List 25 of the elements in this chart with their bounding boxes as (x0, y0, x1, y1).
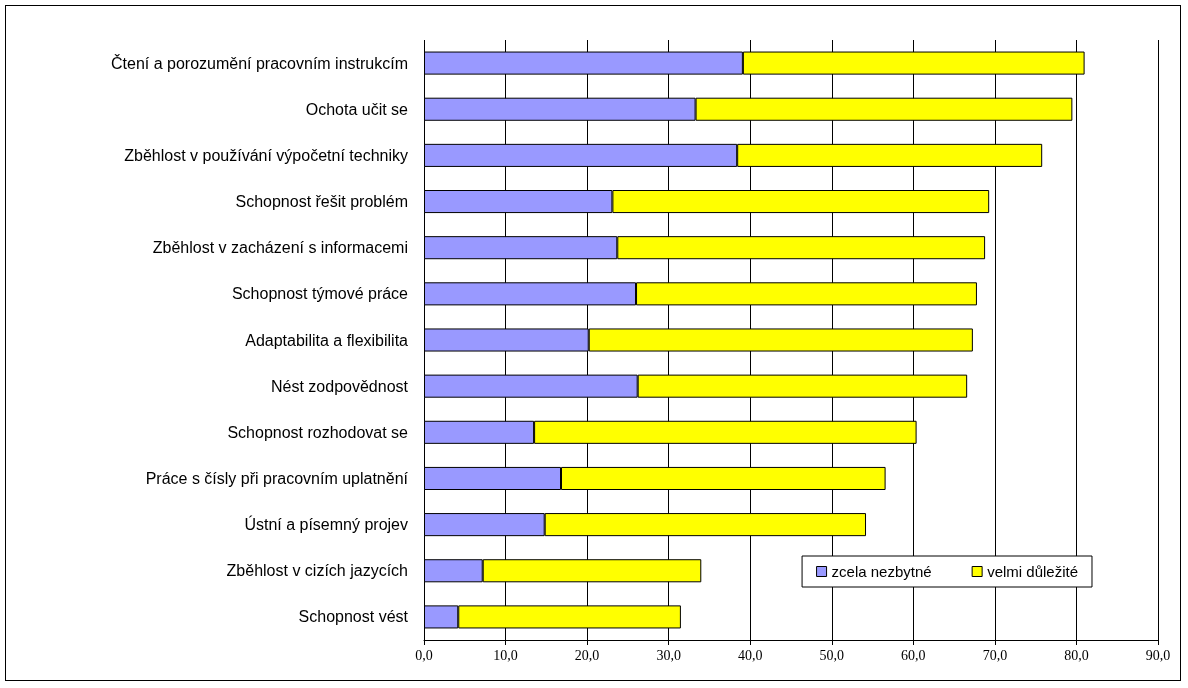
x-tick-label: 30,0 (656, 647, 681, 663)
y-tick-label: Ústní a písemný projev (244, 515, 408, 534)
y-tick-label: Schopnost řešit problém (235, 193, 408, 211)
x-tick-label: 40,0 (737, 647, 763, 663)
x-tick-label: 70,0 (982, 647, 1008, 663)
y-tick-label: Čtení a porozumění pracovním instrukcím (110, 53, 408, 72)
x-tick-label: 0,0 (415, 647, 433, 663)
x-tick-label: 80,0 (1064, 647, 1089, 663)
y-tick-label: Schopnost týmové práce (231, 285, 409, 303)
legend-label: zcela nezbytné (831, 563, 932, 580)
y-tick-label: Nést zodpovědnost (271, 377, 409, 395)
x-tick-label: 10,0 (493, 647, 518, 663)
y-tick-label: Práce s čísly při pracovním uplatnění (145, 469, 409, 487)
y-tick-label: Schopnost vést (298, 608, 409, 626)
y-tick-label: Ochota učit se (305, 100, 409, 118)
x-tick-label: 60,0 (901, 647, 926, 663)
x-tick-label: 50,0 (819, 647, 845, 663)
y-tick-label: Zběhlost v používání výpočetní techniky (124, 146, 408, 164)
x-tick-label: 90,0 (1145, 647, 1171, 663)
legend-label: velmi důležité (987, 563, 1078, 580)
x-tick-label: 20,0 (574, 647, 600, 663)
y-tick-label: Zběhlost v cizích jazycích (226, 562, 408, 580)
y-tick-label: Zběhlost v zacházení s informacemi (152, 239, 408, 257)
y-tick-label: Schopnost rozhodovat se (227, 423, 409, 441)
y-tick-label: Adaptabilita a flexibilita (245, 331, 409, 349)
